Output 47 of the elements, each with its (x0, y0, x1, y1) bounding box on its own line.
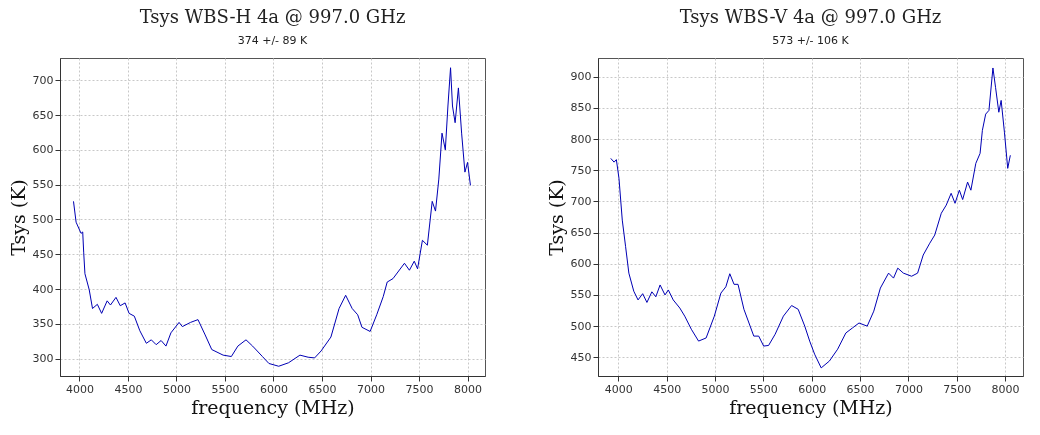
y-tick-label: 500 (570, 319, 592, 333)
x-tick-label: 4500 (653, 382, 682, 396)
x-tick-label: 4500 (114, 382, 143, 396)
x-tick-label: 7000 (357, 382, 385, 396)
x-tick-label: 4000 (65, 382, 94, 396)
y-tick-label: 650 (570, 226, 592, 240)
y-tick-label: 550 (32, 178, 54, 192)
y-axis-title: Tsys (K) (6, 179, 29, 256)
y-tick-label: 700 (570, 194, 592, 208)
x-tick-label: 5000 (162, 382, 191, 396)
y-tick-label: 900 (570, 70, 592, 84)
y-tick-label: 800 (570, 132, 592, 146)
chart-subtitle: 374 +/- 89 K (237, 34, 309, 47)
line-series (72, 67, 471, 367)
chart-subtitle: 573 +/- 106 K (772, 34, 850, 47)
y-tick-label: 550 (570, 288, 592, 302)
x-tick-label: 8000 (454, 382, 483, 396)
x-tick-label: 7000 (894, 382, 923, 396)
chart-title: Tsys WBS-H 4a @ 997.0 GHz (139, 6, 406, 27)
x-tick-label: 6000 (259, 382, 288, 396)
y-tick-label: 450 (32, 247, 54, 261)
x-tick-label: 6500 (846, 382, 875, 396)
y-axis-title: Tsys (K) (544, 179, 567, 256)
chart-title: Tsys WBS-V 4a @ 997.0 GHz (679, 6, 942, 27)
y-tick-label: 400 (32, 282, 54, 296)
y-tick-label: 600 (32, 143, 54, 157)
y-tick-label: 300 (32, 352, 54, 366)
x-tick-label: 5000 (701, 382, 730, 396)
x-tick-label: 4000 (604, 382, 633, 396)
x-tick-label: 5500 (749, 382, 778, 396)
x-tick-label: 6000 (798, 382, 827, 396)
y-tick-label: 600 (570, 257, 592, 271)
x-tick-label: 6500 (308, 382, 337, 396)
x-axis-title: frequency (MHz) (191, 395, 355, 418)
x-tick-label: 7500 (405, 382, 434, 396)
x-tick-label: 8000 (991, 382, 1020, 396)
x-tick-label: 7500 (943, 382, 972, 396)
y-tick-label: 350 (32, 317, 54, 331)
line-series (610, 67, 1011, 369)
y-tick-label: 500 (32, 212, 54, 226)
y-tick-label: 700 (32, 73, 54, 87)
y-tick-label: 450 (570, 350, 592, 364)
x-axis-title: frequency (MHz) (729, 395, 893, 418)
y-tick-label: 850 (570, 101, 592, 115)
y-tick-label: 650 (32, 108, 54, 122)
y-tick-label: 750 (570, 163, 592, 177)
x-tick-label: 5500 (211, 382, 240, 396)
